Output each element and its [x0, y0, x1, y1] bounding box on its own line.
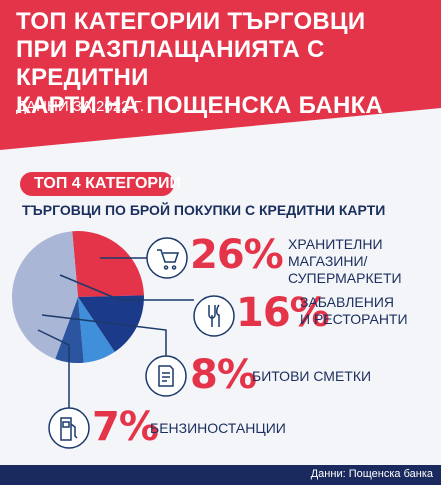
value-label: 26%: [190, 232, 284, 278]
icons: [48, 237, 235, 449]
value-label: 8%: [190, 352, 257, 398]
pie: [11, 231, 144, 363]
badge: ТОП 4 КАТЕГОРИИ: [34, 175, 182, 192]
heading: ТЪРГОВЦИ ПО БРОЙ ПОКУПКИ С КРЕДИТНИ КАРТ…: [22, 202, 386, 218]
banner: [0, 0, 441, 150]
pie-slice: [72, 231, 144, 297]
pie-slice: [78, 297, 115, 363]
category-label: ЗАБАВЛЕНИЯ И РЕСТОРАНТИ: [300, 294, 408, 327]
source: Данни: Пощенска банка: [310, 468, 433, 480]
connectors: [37, 257, 194, 408]
category-label: БИТОВИ СМЕТКИ: [252, 368, 372, 384]
footer-bar: [0, 465, 441, 485]
pie-slice: [55, 297, 84, 363]
subtitle: ДАННИ ЗА 2022 Г.: [16, 98, 145, 115]
pie-slice: [11, 231, 78, 359]
title: ТОП КАТЕГОРИИ ТЪРГОВЦИ ПРИ РАЗПЛАЩАНИЯТА…: [16, 8, 384, 119]
value-label: 16%: [236, 290, 330, 336]
category-label: ХРАНИТЕЛНИ МАГАЗИНИ/ СУПЕРМАРКЕТИ: [288, 236, 402, 286]
value-label: 7%: [92, 404, 159, 450]
badge-bg: [20, 172, 174, 196]
category-label: БЕНЗИНОСТАНЦИИ: [150, 420, 286, 436]
